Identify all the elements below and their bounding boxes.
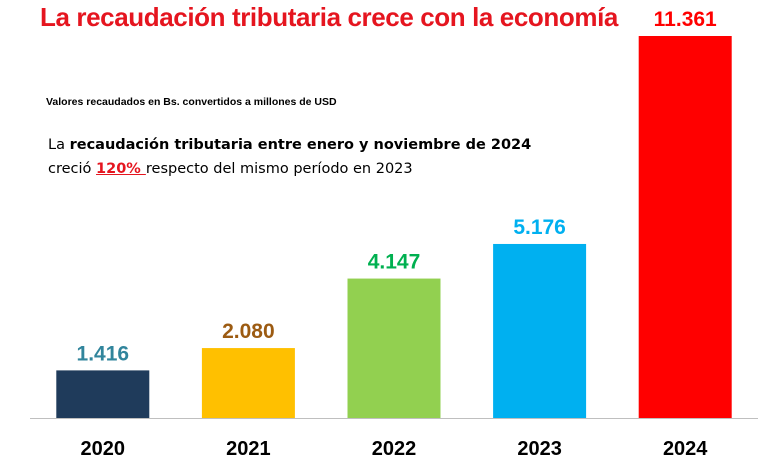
note-line-1-prefix: La bbox=[48, 137, 70, 153]
x-tick-2023: 2023 bbox=[517, 438, 562, 460]
x-tick-2022: 2022 bbox=[372, 438, 417, 460]
data-label-2021: 2.080 bbox=[222, 320, 275, 343]
x-tick-2021: 2021 bbox=[226, 438, 271, 460]
note-line-2: creció 120% respecto del mismo período e… bbox=[48, 157, 531, 181]
note-line-1-bold: recaudación tributaria entre enero y nov… bbox=[69, 137, 532, 153]
bar-2024 bbox=[638, 36, 732, 418]
note-text: La recaudación tributaria entre enero y … bbox=[48, 133, 531, 181]
x-tick-labels-layer: 2020 2021 2022 2023 2024 bbox=[81, 438, 709, 460]
x-tick-2024: 2024 bbox=[663, 438, 708, 460]
bar-2020 bbox=[56, 370, 150, 418]
bar-2023 bbox=[493, 243, 587, 418]
data-label-2022: 4.147 bbox=[368, 251, 421, 274]
note-line-2-suffix: respecto del mismo período en 2023 bbox=[145, 161, 413, 177]
data-label-2024: 11.361 bbox=[654, 8, 717, 31]
chart-subtitle: Valores recaudados en Bs. convertidos a … bbox=[46, 96, 337, 108]
note-line-2-prefix: creció bbox=[48, 161, 97, 177]
note-highlight-percent: 120% bbox=[96, 161, 146, 177]
chart-title: La recaudación tributaria crece con la e… bbox=[40, 2, 618, 32]
data-label-2023: 5.176 bbox=[513, 216, 566, 239]
bar-2022 bbox=[347, 278, 441, 418]
x-tick-2020: 2020 bbox=[81, 438, 126, 460]
data-label-2020: 1.416 bbox=[77, 342, 130, 365]
bar-2021 bbox=[201, 348, 295, 418]
note-line-1: La recaudación tributaria entre enero y … bbox=[48, 133, 531, 157]
bars-layer bbox=[56, 36, 732, 418]
data-labels-layer: 1.416 2.080 4.147 5.176 11.361 bbox=[77, 8, 718, 365]
